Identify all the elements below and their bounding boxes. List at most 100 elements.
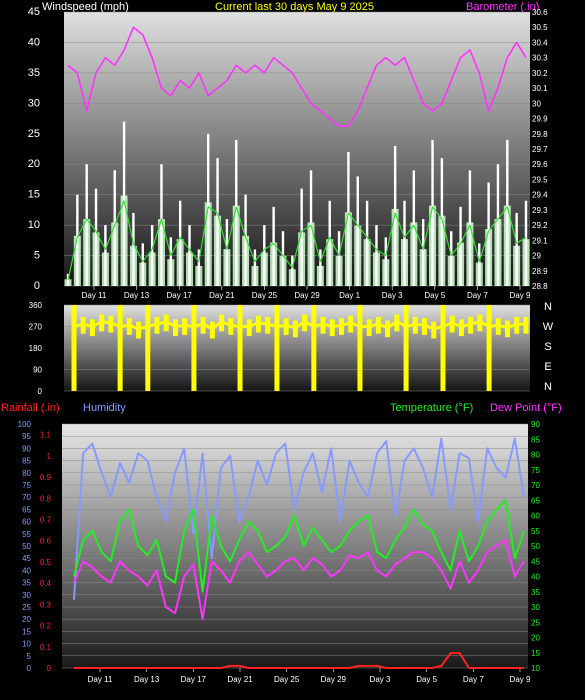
compass-label: S <box>544 341 551 353</box>
direction-tick-label: 0 <box>38 387 43 396</box>
wind-gust-bar <box>328 200 331 286</box>
rainfall-tick-label: 0.6 <box>40 537 52 546</box>
wind-gust-bar <box>113 170 116 286</box>
dew-point-line <box>73 538 525 621</box>
barometer-tick-label: 30.3 <box>532 54 548 63</box>
barometer-tick-label: 29.3 <box>532 206 548 215</box>
barometer-tick-label: 29.6 <box>532 160 548 169</box>
wind-gust-bar <box>506 139 509 286</box>
temperature-tick-label: 90 <box>531 420 540 429</box>
temperature-tick-label: 70 <box>531 481 540 490</box>
wind-gust-bar <box>104 225 107 286</box>
barometer-line <box>67 26 527 127</box>
wind-gust-bar <box>515 212 518 286</box>
rainfall-tick-label: 0.8 <box>40 494 52 503</box>
rainfall-tick-label: 0.4 <box>40 579 52 588</box>
rainfall-tick-label: 0 <box>47 664 52 673</box>
direction-tick-label: 180 <box>29 344 43 353</box>
humidity-tick-label: 15 <box>22 627 31 636</box>
humidity-tick-label: 100 <box>18 420 32 429</box>
series-marks <box>64 26 530 669</box>
wind-gust-bar <box>337 231 341 286</box>
temperature-tick-label: 20 <box>531 634 540 643</box>
humidity-tick-label: 10 <box>22 640 31 649</box>
temperature-tick-label: 15 <box>531 649 540 658</box>
x-tick-label: Day 9 <box>510 675 531 684</box>
humidity-tick-label: 40 <box>22 566 31 575</box>
x-tick-label: Day 1 <box>339 291 360 300</box>
wind-gust-bar <box>291 255 294 286</box>
barometer-label: Barometer (.in) <box>466 1 539 13</box>
wind-tick-label: 20 <box>28 158 40 170</box>
wind-gust-bar <box>450 231 453 286</box>
temperature-line <box>73 499 525 593</box>
rainfall-tick-label: 1.1 <box>40 431 52 440</box>
wind-gust-bar <box>94 188 98 286</box>
rainfall-label: Rainfall (.in) <box>1 402 60 414</box>
humidity-label: Humidity <box>83 402 126 414</box>
humidity-tick-label: 90 <box>22 444 31 453</box>
wind-gust-bar <box>375 225 378 286</box>
wind-gust-bar <box>496 164 500 286</box>
rainfall-tick-label: 0.5 <box>40 558 52 567</box>
wind-gust-bar <box>365 200 369 286</box>
humidity-tick-label: 70 <box>22 493 31 502</box>
humidity-tick-label: 85 <box>22 457 31 466</box>
compass-label: E <box>544 361 551 373</box>
wind-gust-bar <box>225 219 229 286</box>
barometer-tick-label: 29.5 <box>532 175 548 184</box>
temperature-tick-label: 30 <box>531 603 540 612</box>
humidity-tick-label: 80 <box>22 469 31 478</box>
barometer-tick-label: 30.5 <box>532 23 548 32</box>
x-tick-label: Day 25 <box>274 675 300 684</box>
humidity-tick-label: 30 <box>22 591 31 600</box>
wind-average-line <box>67 200 527 281</box>
wind-gust-bar <box>524 200 528 286</box>
wind-gust-bar <box>487 182 490 286</box>
x-tick-label: Day 5 <box>416 675 437 684</box>
direction-tick-label: 360 <box>29 301 43 310</box>
dew-point-label: Dew Point (°F) <box>490 402 562 414</box>
wind-tick-label: 40 <box>28 36 40 48</box>
wind-gust-bar <box>66 273 70 286</box>
rainfall-tick-label: 1 <box>47 452 52 461</box>
barometer-tick-label: 29.9 <box>532 115 548 124</box>
wind-gust-bar <box>85 164 88 286</box>
temperature-tick-label: 85 <box>531 435 540 444</box>
direction-bar <box>237 305 243 391</box>
x-tick-label: Day 17 <box>167 291 193 300</box>
humidity-tick-label: 60 <box>22 518 31 527</box>
x-tick-label: Day 25 <box>252 291 278 300</box>
x-tick-label: Day 3 <box>370 675 391 684</box>
barometer-tick-label: 29.7 <box>532 145 548 154</box>
rainfall-tick-label: 0.7 <box>40 515 52 524</box>
grid-lines <box>62 11 530 672</box>
wind-gust-bar <box>244 194 247 286</box>
barometer-tick-label: 30.2 <box>532 69 548 78</box>
wind-gust-bar <box>384 237 387 286</box>
wind-gust-bar <box>272 206 275 286</box>
temperature-tick-label: 65 <box>531 496 540 505</box>
barometer-tick-label: 28.9 <box>532 267 548 276</box>
temperature-tick-label: 35 <box>531 588 540 597</box>
rainfall-tick-label: 0.9 <box>40 473 52 482</box>
temperature-tick-label: 45 <box>531 557 540 566</box>
temperature-tick-label: 25 <box>531 618 540 627</box>
barometer-tick-label: 30.4 <box>532 38 548 47</box>
humidity-tick-label: 35 <box>22 579 31 588</box>
barometer-tick-label: 29.8 <box>532 130 548 139</box>
wind-gust-bar <box>132 212 135 286</box>
wind-gust-bar <box>412 170 416 286</box>
direction-tick-label: 90 <box>33 366 42 375</box>
humidity-tick-label: 20 <box>22 615 31 624</box>
barometer-tick-label: 29.2 <box>532 221 548 230</box>
x-tick-label: Day 29 <box>294 291 320 300</box>
wind-gust-bar <box>468 170 472 286</box>
temperature-tick-label: 50 <box>531 542 540 551</box>
wind-gust-bar <box>431 139 434 286</box>
rainfall-tick-label: 0.1 <box>40 643 52 652</box>
x-tick-label: Day 5 <box>424 291 445 300</box>
x-tick-label: Day 21 <box>227 675 253 684</box>
humidity-tick-label: 25 <box>22 603 31 612</box>
barometer-tick-label: 29.4 <box>532 191 548 200</box>
